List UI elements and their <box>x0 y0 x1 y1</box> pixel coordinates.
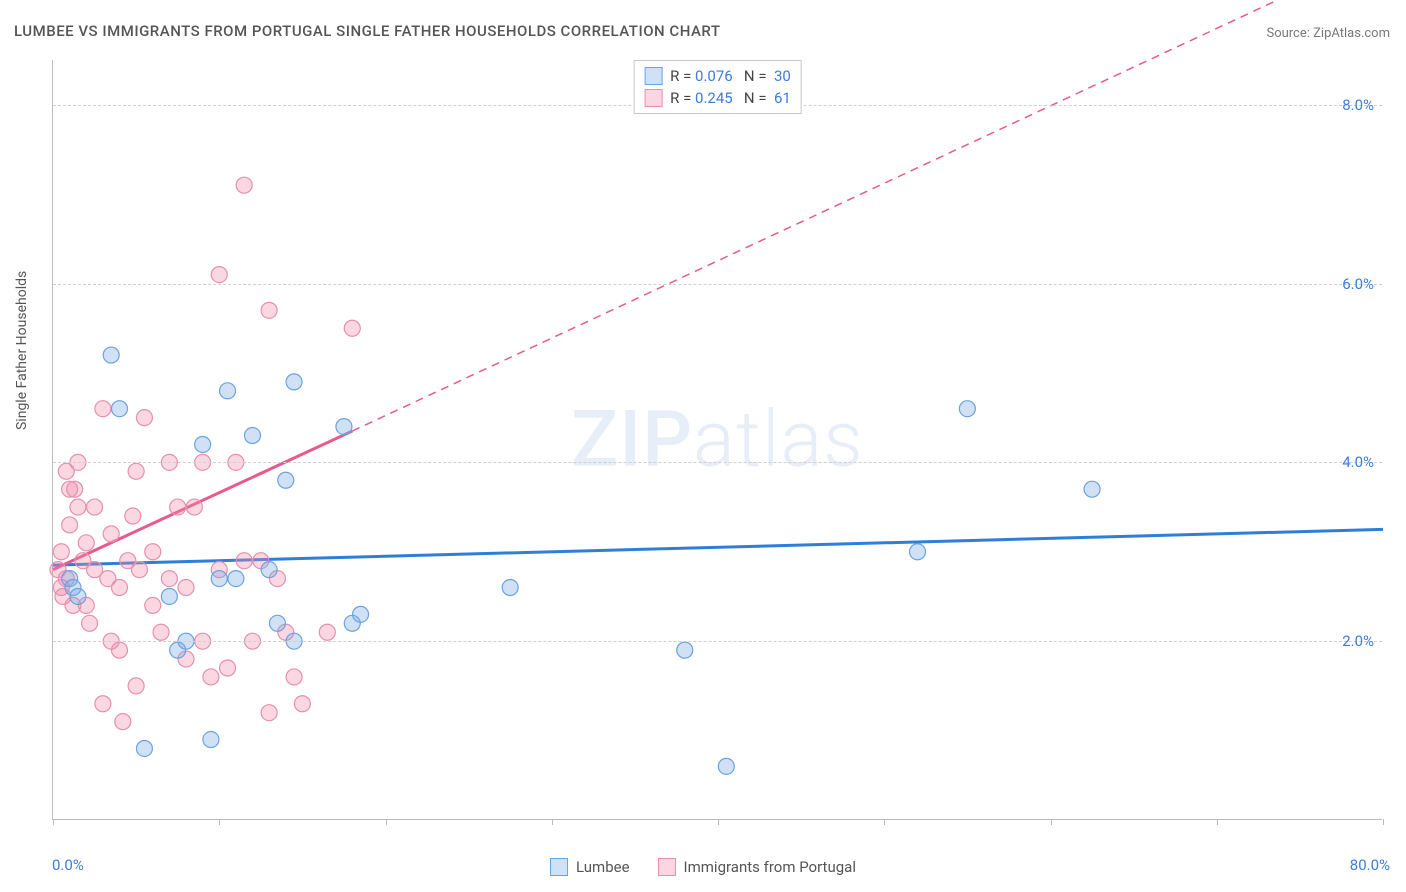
point-lumbee <box>112 401 128 417</box>
point-portugal <box>153 624 169 640</box>
x-axis-min-label: 0.0% <box>52 856 84 874</box>
plot-svg <box>53 60 1382 819</box>
point-portugal <box>261 705 277 721</box>
point-lumbee <box>286 374 302 390</box>
source-attribution: Source: ZipAtlas.com <box>1266 26 1390 41</box>
point-portugal <box>67 481 83 497</box>
point-portugal <box>261 302 277 318</box>
point-lumbee <box>103 347 119 363</box>
point-lumbee <box>228 571 244 587</box>
point-lumbee <box>211 571 227 587</box>
legend-series-label: Immigrants from Portugal <box>684 858 856 876</box>
swatch-lumbee <box>550 858 568 876</box>
point-portugal <box>186 499 202 515</box>
gridline <box>53 641 1382 642</box>
point-portugal <box>78 535 94 551</box>
point-portugal <box>125 508 141 524</box>
legend-stats-row: R = 0.245 N = 61 <box>644 87 791 109</box>
point-lumbee <box>269 615 285 631</box>
legend-stats-row: R = 0.076 N = 30 <box>644 65 791 87</box>
point-portugal <box>112 580 128 596</box>
chart-title: LUMBEE VS IMMIGRANTS FROM PORTUGAL SINGL… <box>14 22 721 40</box>
point-portugal <box>87 499 103 515</box>
legend-stats: R = 0.076 N = 30R = 0.245 N = 61 <box>633 60 802 114</box>
legend-series-label: Lumbee <box>576 858 630 876</box>
point-portugal <box>211 267 227 283</box>
point-portugal <box>70 499 86 515</box>
point-portugal <box>170 499 186 515</box>
y-tick-label: 2.0% <box>1342 632 1374 650</box>
point-portugal <box>236 177 252 193</box>
point-portugal <box>112 642 128 658</box>
x-tick <box>1051 819 1052 825</box>
x-tick <box>884 819 885 825</box>
point-lumbee <box>70 588 86 604</box>
x-tick <box>386 819 387 825</box>
point-lumbee <box>1084 481 1100 497</box>
point-lumbee <box>195 436 211 452</box>
x-tick <box>718 819 719 825</box>
x-tick <box>53 819 54 825</box>
point-portugal <box>161 571 177 587</box>
point-portugal <box>145 597 161 613</box>
point-lumbee <box>718 758 734 774</box>
point-portugal <box>131 562 147 578</box>
y-axis-label: Single Father Households <box>14 271 30 430</box>
gridline <box>53 462 1382 463</box>
point-lumbee <box>220 383 236 399</box>
point-portugal <box>178 580 194 596</box>
swatch-portugal <box>644 89 662 107</box>
point-portugal <box>236 553 252 569</box>
legend-series-item: Immigrants from Portugal <box>658 858 856 876</box>
point-portugal <box>294 696 310 712</box>
point-portugal <box>62 517 78 533</box>
x-tick <box>552 819 553 825</box>
point-portugal <box>319 624 335 640</box>
swatch-portugal <box>658 858 676 876</box>
x-axis-max-label: 80.0% <box>1350 856 1390 874</box>
gridline <box>53 284 1382 285</box>
y-tick-label: 8.0% <box>1342 96 1374 114</box>
point-lumbee <box>502 580 518 596</box>
point-lumbee <box>336 419 352 435</box>
point-lumbee <box>278 472 294 488</box>
point-portugal <box>344 320 360 336</box>
point-portugal <box>95 401 111 417</box>
y-tick-label: 6.0% <box>1342 275 1374 293</box>
point-portugal <box>95 696 111 712</box>
point-portugal <box>220 660 236 676</box>
point-lumbee <box>959 401 975 417</box>
trendline-portugal-dashed <box>352 0 1283 431</box>
legend-series-item: Lumbee <box>550 858 630 876</box>
point-portugal <box>128 678 144 694</box>
point-lumbee <box>136 740 152 756</box>
point-lumbee <box>353 606 369 622</box>
point-lumbee <box>261 562 277 578</box>
point-portugal <box>286 669 302 685</box>
swatch-lumbee <box>644 67 662 85</box>
point-lumbee <box>677 642 693 658</box>
point-portugal <box>53 544 69 560</box>
legend-series: Lumbee Immigrants from Portugal <box>550 858 856 876</box>
point-portugal <box>203 669 219 685</box>
point-lumbee <box>245 428 261 444</box>
plot-area: ZIPatlas R = 0.076 N = 30R = 0.245 N = 6… <box>52 60 1382 820</box>
point-portugal <box>103 526 119 542</box>
x-tick <box>1383 819 1384 825</box>
point-lumbee <box>910 544 926 560</box>
point-lumbee <box>161 588 177 604</box>
y-tick-label: 4.0% <box>1342 453 1374 471</box>
point-portugal <box>145 544 161 560</box>
x-tick <box>219 819 220 825</box>
point-portugal <box>82 615 98 631</box>
point-portugal <box>128 463 144 479</box>
point-portugal <box>115 714 131 730</box>
chart-container: LUMBEE VS IMMIGRANTS FROM PORTUGAL SINGL… <box>0 0 1406 892</box>
point-lumbee <box>203 732 219 748</box>
point-portugal <box>136 410 152 426</box>
x-tick <box>1217 819 1218 825</box>
